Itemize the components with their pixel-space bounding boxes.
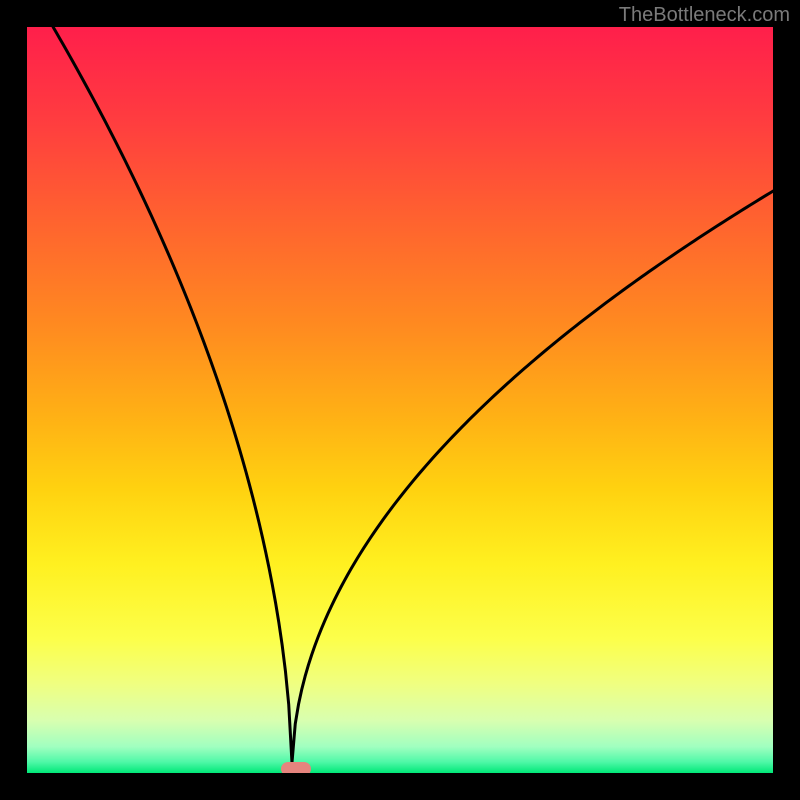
watermark-text: TheBottleneck.com (619, 4, 790, 27)
bottleneck-curve (27, 27, 773, 773)
minimum-marker (281, 762, 311, 773)
plot-area (27, 27, 773, 773)
